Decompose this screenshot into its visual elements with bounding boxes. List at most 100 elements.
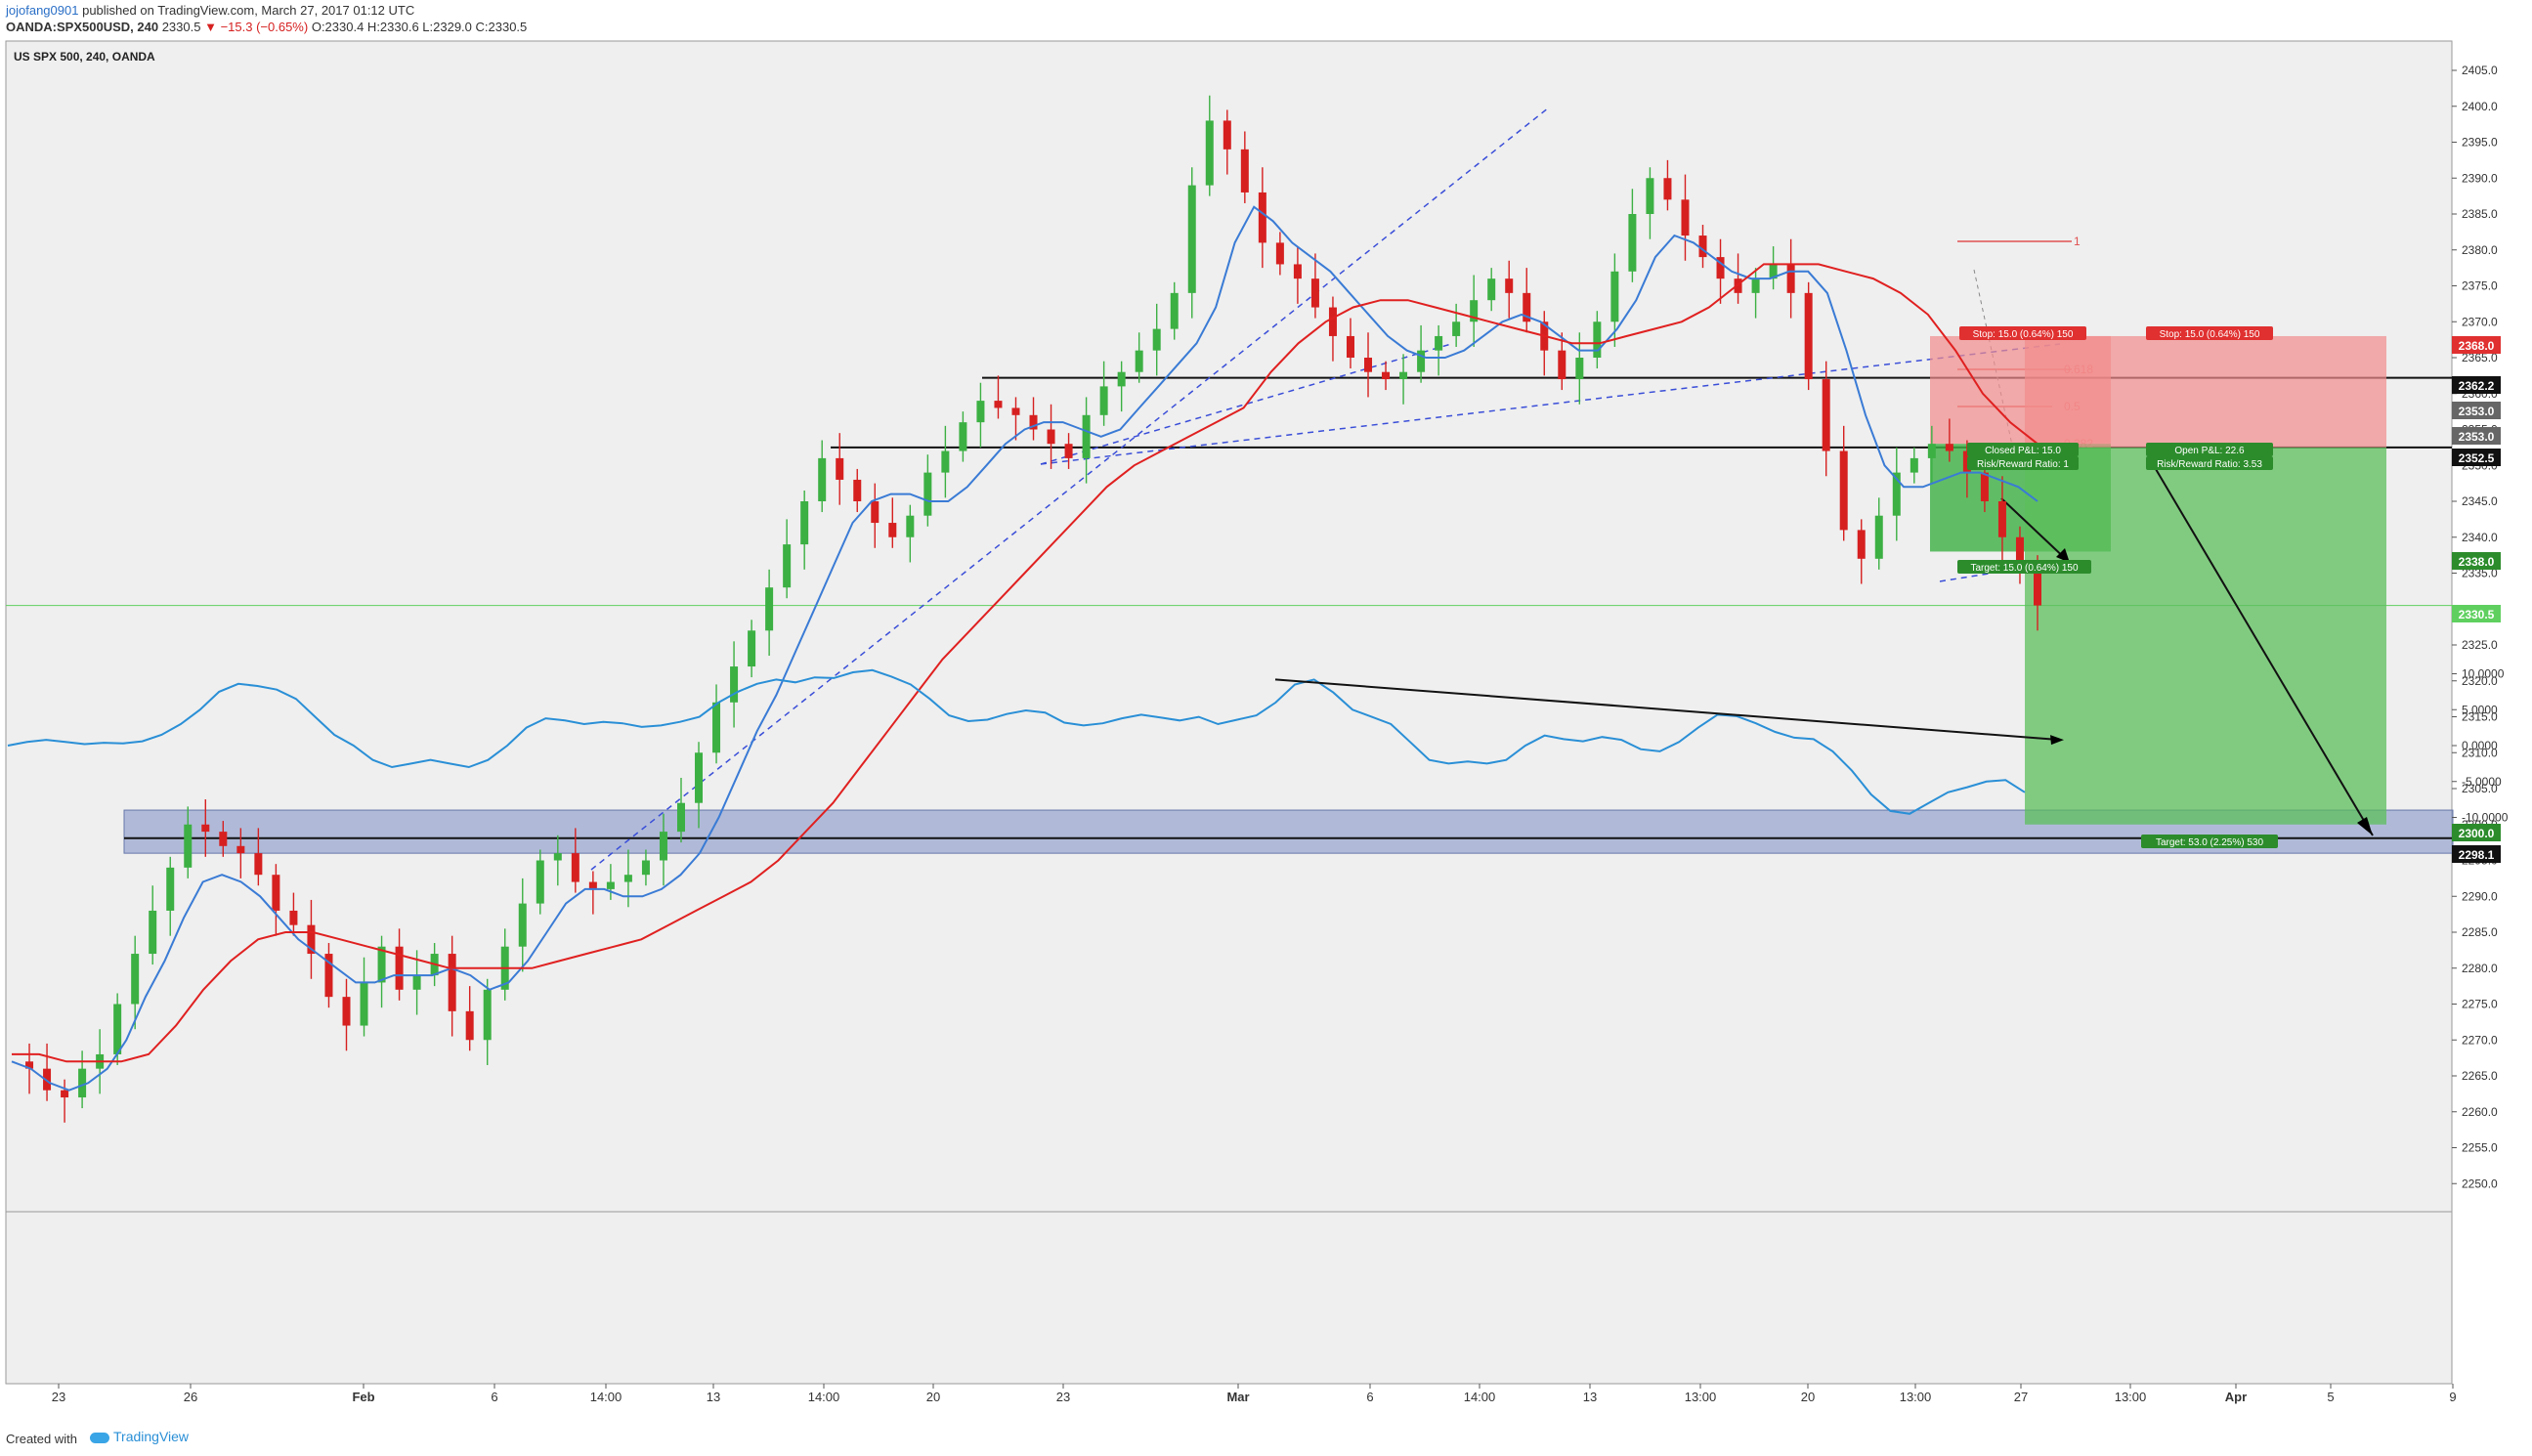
time-tick-label: 26 bbox=[184, 1390, 197, 1404]
candle-body bbox=[1997, 501, 2006, 537]
candle-body bbox=[1452, 321, 1461, 336]
osc-tick-label: -5.0000 bbox=[2462, 775, 2502, 789]
candle-body bbox=[324, 954, 333, 998]
risk-reward-label: Risk/Reward Ratio: 3.53 bbox=[2157, 459, 2262, 470]
candle-body bbox=[1082, 414, 1091, 458]
candle-body bbox=[923, 472, 932, 516]
candle-body bbox=[113, 1004, 122, 1054]
time-tick-label: 23 bbox=[1056, 1390, 1070, 1404]
price-flag-bg bbox=[2452, 336, 2501, 354]
candle-body bbox=[272, 875, 280, 911]
price-flag-label: 2330.5 bbox=[2459, 608, 2495, 621]
candle-body bbox=[219, 832, 228, 846]
fib-level-label: 1 bbox=[2074, 235, 2081, 248]
candle-body bbox=[588, 881, 597, 889]
divergence-line bbox=[1274, 678, 2061, 742]
candle-body bbox=[1751, 278, 1760, 293]
price-tick-label: 2400.0 bbox=[2462, 100, 2498, 113]
chart-title: US SPX 500, 240, OANDA bbox=[14, 50, 155, 64]
candle-body bbox=[1399, 371, 1408, 380]
candle-body bbox=[236, 845, 245, 854]
candle-body bbox=[1275, 242, 1284, 265]
moving-averages bbox=[11, 205, 2038, 1092]
down-arrow-icon: ▼ bbox=[204, 20, 217, 34]
price-axis[interactable]: 2250.0 2255.0 2260.0 2265.0 2270.0 2275.0 2280… bbox=[2452, 64, 2498, 1190]
candle-body bbox=[448, 954, 456, 1011]
candle-body bbox=[1310, 278, 1319, 308]
candle-body bbox=[2015, 536, 2024, 574]
publish-info: published on TradingView.com, March 27, … bbox=[82, 3, 415, 18]
price-flag-label: 2368.0 bbox=[2459, 339, 2495, 353]
candle-body bbox=[1170, 292, 1179, 329]
target-label: Target: 53.0 (2.25%) 530 bbox=[2156, 837, 2264, 848]
tradingview-link[interactable]: TradingView bbox=[90, 1429, 189, 1444]
candle-body bbox=[61, 1090, 69, 1098]
price-tick-label: 2380.0 bbox=[2462, 243, 2498, 257]
projection-arrow-line bbox=[2152, 463, 2374, 836]
candle-body bbox=[623, 875, 632, 882]
candle-body bbox=[149, 910, 157, 955]
candle-body bbox=[131, 954, 140, 1005]
stop-label: Stop: 15.0 (0.64%) 150 bbox=[1973, 329, 2074, 340]
time-tick-label: Apr bbox=[2225, 1390, 2247, 1404]
time-tick-label: 14:00 bbox=[590, 1390, 622, 1404]
candle-body bbox=[1628, 214, 1637, 272]
candle-body bbox=[659, 832, 667, 861]
price-tick-label: 2320.0 bbox=[2462, 674, 2498, 688]
candle-body bbox=[1293, 264, 1302, 279]
author-link[interactable]: jojofang0901 bbox=[6, 3, 79, 18]
divergence-arrow-head bbox=[2050, 735, 2064, 746]
time-tick-label: Feb bbox=[352, 1390, 374, 1404]
candle-body bbox=[1874, 515, 1883, 559]
candle-body bbox=[1927, 444, 1936, 458]
oscillator-line bbox=[7, 668, 2026, 815]
candle-body bbox=[1822, 379, 1830, 451]
osc-tick-label: 10.0000 bbox=[2462, 667, 2505, 681]
candle-body bbox=[676, 802, 685, 833]
candle-body bbox=[1575, 358, 1584, 380]
position-tools[interactable] bbox=[1930, 335, 2386, 836]
price-tick-label: 2310.0 bbox=[2462, 746, 2498, 759]
risk-reward-label-bg bbox=[1967, 456, 2079, 470]
candle-body bbox=[836, 457, 844, 480]
candle-body bbox=[465, 1010, 474, 1041]
tool-labels: Stop: 15.0 (0.64%) 150 Stop: 15.0 (0.64%)… bbox=[1957, 326, 2278, 848]
candle-body bbox=[1152, 328, 1161, 351]
price-chart[interactable]: US SPX 500, 240, OANDA 2250.0 2255.0 2260.… bbox=[0, 39, 2532, 1423]
price-flag-bg bbox=[2452, 824, 2501, 841]
candle-body bbox=[783, 544, 792, 588]
candle-body bbox=[906, 515, 915, 537]
candle-body bbox=[853, 479, 862, 501]
candle-body bbox=[1610, 271, 1619, 322]
time-tick-label: 23 bbox=[52, 1390, 65, 1404]
candle-body bbox=[994, 401, 1003, 408]
price-flag-label: 2298.1 bbox=[2459, 848, 2495, 862]
pnl-label-bg bbox=[1967, 443, 2079, 456]
candle-body bbox=[43, 1068, 52, 1091]
ema-fast-line bbox=[11, 205, 2038, 1092]
osc-tick-label: -10.0000 bbox=[2462, 811, 2509, 825]
time-axis[interactable]: 23 26 Feb 6 14:00 13 14:00 20 23 Mar 6 14:00 13 13:00… bbox=[52, 1384, 2457, 1404]
price-tick-label: 2340.0 bbox=[2462, 531, 2498, 544]
price-tick-label: 2305.0 bbox=[2462, 782, 2498, 795]
ema-slow-line bbox=[12, 263, 2038, 1063]
candle-body bbox=[360, 982, 368, 1026]
price-flag-label: 2362.2 bbox=[2459, 379, 2495, 393]
stop-zone-box bbox=[2025, 335, 2386, 448]
candle-body bbox=[871, 501, 880, 524]
price-tick-label: 2250.0 bbox=[2462, 1177, 2498, 1190]
candle-body bbox=[78, 1068, 87, 1098]
price-flag-label: 2352.5 bbox=[2459, 451, 2495, 465]
candle-body bbox=[1681, 199, 1690, 236]
price-tick-label: 2325.0 bbox=[2462, 638, 2498, 652]
candle-body bbox=[1470, 300, 1479, 322]
symbol-ohlc-line: OANDA:SPX500USD, 240 2330.5 ▼ −15.3 (−0.… bbox=[6, 20, 527, 34]
candle-body bbox=[536, 860, 544, 904]
candle-body bbox=[184, 824, 193, 868]
symbol-label: OANDA:SPX500USD, 240 bbox=[6, 20, 159, 34]
projection-arrow-head bbox=[2056, 548, 2070, 563]
time-tick-label: 9 bbox=[2449, 1390, 2456, 1404]
candle-body bbox=[1417, 350, 1426, 372]
candle-body bbox=[553, 853, 562, 861]
candle-body bbox=[483, 989, 492, 1041]
